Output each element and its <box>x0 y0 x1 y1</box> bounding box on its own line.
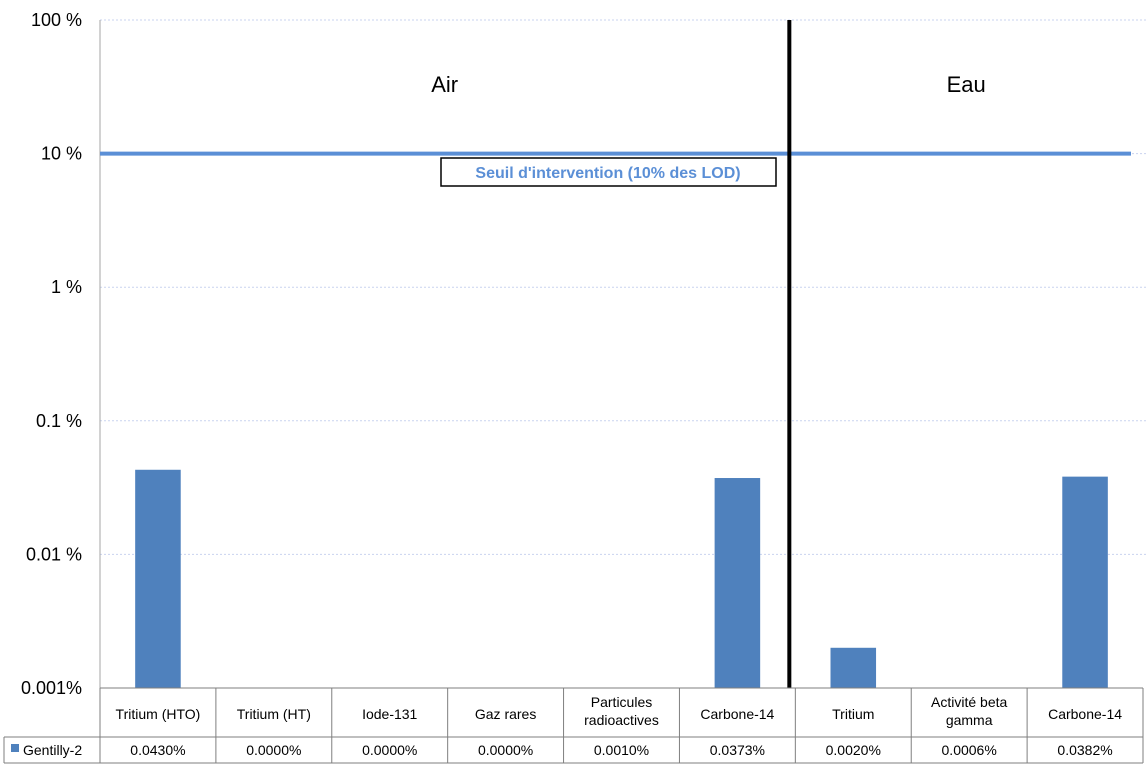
bar <box>830 647 877 688</box>
y-tick-label: 100 % <box>31 10 82 30</box>
region-label: Air <box>431 72 458 97</box>
data-label: 0.0430% <box>130 742 185 758</box>
category-label: gamma <box>946 712 993 728</box>
category-label: Iode-131 <box>362 706 417 722</box>
category-label: Gaz rares <box>475 706 536 722</box>
legend-swatch <box>11 744 19 752</box>
bar <box>714 478 761 688</box>
region-label: Eau <box>947 72 986 97</box>
data-label: 0.0382% <box>1057 742 1112 758</box>
data-label: 0.0006% <box>942 742 997 758</box>
category-label: radioactives <box>584 712 659 728</box>
bars <box>135 469 1108 688</box>
y-tick-label: 0.01 % <box>26 544 82 564</box>
y-tick-label: 1 % <box>51 277 82 297</box>
data-label: 0.0000% <box>478 742 533 758</box>
category-label: Activité beta <box>931 694 1007 710</box>
category-label: Carbone-14 <box>1048 706 1122 722</box>
data-label: 0.0000% <box>246 742 301 758</box>
data-label: 0.0020% <box>826 742 881 758</box>
y-tick-label: 0.1 % <box>36 411 82 431</box>
category-label: Tritium (HT) <box>237 706 311 722</box>
bar <box>1062 476 1108 688</box>
threshold-label-text: Seuil d'intervention (10% des LOD) <box>475 165 740 182</box>
region-labels: Air Eau <box>431 72 986 97</box>
category-label: Carbone-14 <box>700 706 774 722</box>
threshold-label-box <box>440 157 777 187</box>
category-label: Tritium (HTO) <box>116 706 201 722</box>
threshold-label: Seuil d'intervention (10% des LOD) <box>440 157 777 187</box>
category-label: Tritium <box>832 706 874 722</box>
y-tick-label: 0.001% <box>21 678 82 698</box>
y-axis-ticks: 100 % 10 % 1 % 0.1 % 0.01 % 0.001% <box>21 10 82 698</box>
category-label: Particules <box>591 694 652 710</box>
bar <box>135 469 181 688</box>
grid-lines <box>100 19 1147 555</box>
data-label: 0.0000% <box>362 742 417 758</box>
legend-label: Gentilly-2 <box>23 742 82 758</box>
data-table: Tritium (HTO) 0.0430% Tritium (HT) 0.0000% I… <box>3 687 1144 764</box>
data-label: 0.0373% <box>710 742 765 758</box>
data-label: 0.0010% <box>594 742 649 758</box>
y-tick-label: 10 % <box>41 144 82 164</box>
